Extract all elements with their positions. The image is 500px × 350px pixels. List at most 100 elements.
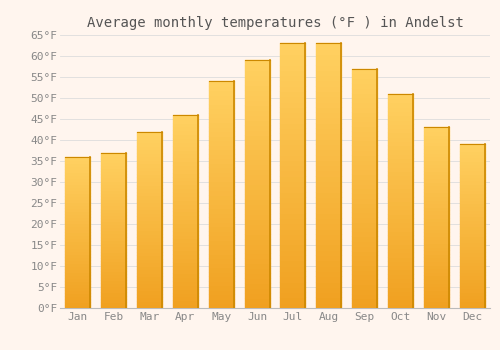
Bar <box>137 269 162 273</box>
Bar <box>460 164 484 167</box>
Bar <box>460 223 484 226</box>
Bar <box>66 223 90 226</box>
Bar <box>208 281 234 285</box>
Bar <box>137 170 162 174</box>
Bar <box>137 273 162 276</box>
Bar <box>137 304 162 308</box>
Bar <box>352 284 377 289</box>
Bar <box>208 131 234 136</box>
Bar <box>66 184 90 187</box>
Bar <box>208 167 234 172</box>
Bar <box>460 305 484 308</box>
Bar <box>460 147 484 151</box>
Bar <box>460 249 484 252</box>
Bar <box>352 226 377 231</box>
Bar <box>352 78 377 83</box>
Bar <box>460 200 484 203</box>
Bar <box>388 304 413 308</box>
Bar <box>101 252 126 255</box>
Bar <box>137 301 162 304</box>
Bar <box>388 274 413 278</box>
Bar <box>137 213 162 216</box>
Bar <box>280 107 305 112</box>
Bar <box>316 218 342 223</box>
Bar <box>316 271 342 276</box>
Bar <box>388 239 413 244</box>
Bar <box>244 194 270 199</box>
Bar <box>316 266 342 271</box>
Bar <box>208 226 234 231</box>
Bar <box>244 95 270 100</box>
Bar <box>388 235 413 239</box>
Bar <box>137 184 162 188</box>
Bar <box>316 255 342 260</box>
Bar <box>173 231 198 234</box>
Bar <box>208 217 234 222</box>
Bar <box>280 255 305 260</box>
Bar <box>208 163 234 167</box>
Bar <box>388 278 413 282</box>
Bar <box>66 220 90 223</box>
Bar <box>173 223 198 227</box>
Bar <box>424 290 449 294</box>
Bar <box>460 246 484 249</box>
Bar <box>460 269 484 272</box>
Bar <box>352 270 377 274</box>
Bar <box>208 253 234 258</box>
Bar <box>316 197 342 202</box>
Bar <box>316 118 342 123</box>
Bar <box>424 199 449 203</box>
Bar <box>280 213 305 218</box>
Bar <box>244 298 270 303</box>
Bar <box>280 144 305 149</box>
Bar <box>316 223 342 229</box>
Bar <box>66 251 90 253</box>
Bar <box>101 249 126 252</box>
Bar <box>208 136 234 140</box>
Bar <box>388 257 413 261</box>
Bar <box>208 222 234 226</box>
Bar <box>137 276 162 280</box>
Bar <box>173 181 198 184</box>
Bar <box>280 96 305 102</box>
Bar <box>280 102 305 107</box>
Bar <box>352 246 377 251</box>
Bar <box>352 164 377 169</box>
Bar <box>316 59 342 64</box>
Bar <box>137 160 162 163</box>
Bar <box>460 275 484 279</box>
Bar <box>101 274 126 277</box>
Bar <box>280 223 305 229</box>
Bar <box>101 302 126 305</box>
Bar <box>388 141 413 145</box>
Bar <box>137 266 162 269</box>
Bar <box>208 204 234 208</box>
Bar <box>388 270 413 274</box>
Bar <box>208 258 234 262</box>
Bar <box>424 272 449 275</box>
Bar <box>352 83 377 88</box>
Bar <box>208 108 234 113</box>
Bar <box>101 295 126 299</box>
Bar <box>66 214 90 217</box>
Bar <box>280 176 305 181</box>
Bar <box>424 247 449 250</box>
Bar <box>66 290 90 293</box>
Bar <box>424 138 449 142</box>
Bar <box>137 248 162 252</box>
Bar <box>316 75 342 80</box>
Bar <box>244 110 270 115</box>
Bar <box>460 216 484 219</box>
Bar <box>173 304 198 308</box>
Bar <box>208 149 234 154</box>
Bar <box>208 99 234 104</box>
Bar <box>460 154 484 157</box>
Bar <box>244 293 270 298</box>
Bar <box>101 215 126 218</box>
Bar <box>424 229 449 232</box>
Bar <box>352 241 377 246</box>
Bar <box>352 140 377 145</box>
Bar <box>424 171 449 174</box>
Bar <box>316 213 342 218</box>
Bar <box>424 178 449 182</box>
